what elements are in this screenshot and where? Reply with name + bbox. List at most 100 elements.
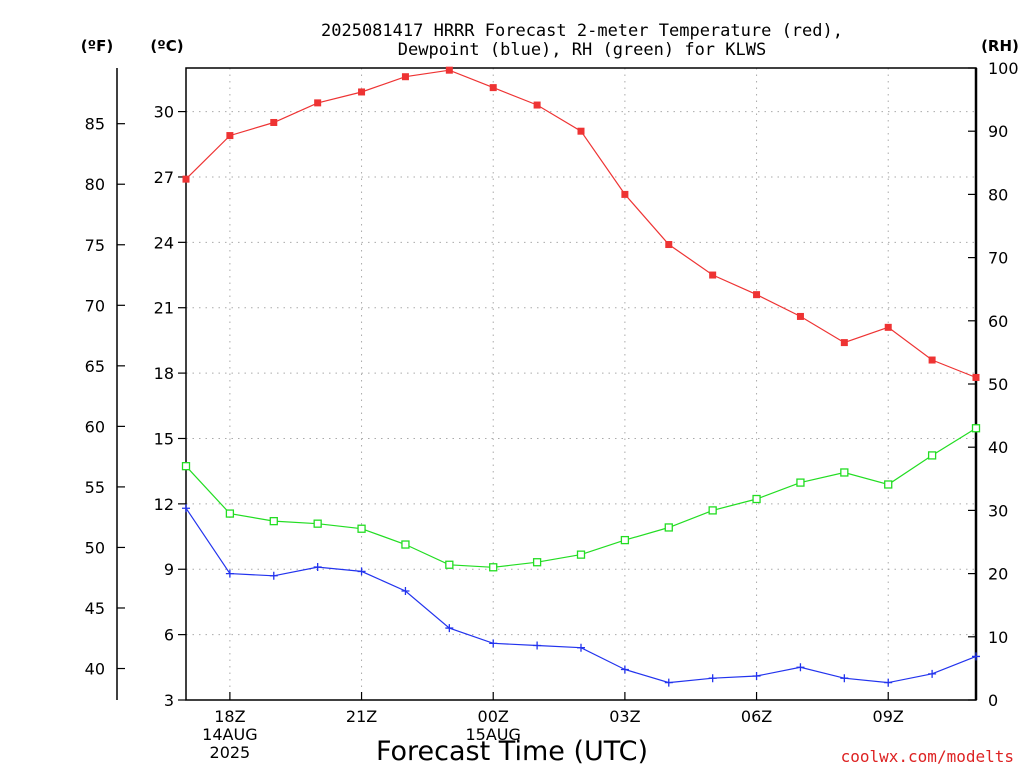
celsius-tick-label: 30 <box>154 103 174 122</box>
series-1-point <box>620 665 629 674</box>
series-0-point <box>884 323 892 331</box>
data-series <box>181 66 981 687</box>
fahrenheit-tick-label: 85 <box>85 115 105 134</box>
series-0-point <box>972 373 980 381</box>
fahrenheit-tick-label: 60 <box>85 417 105 436</box>
fahrenheit-tick-label: 70 <box>85 296 105 315</box>
x-tick-label: 18Z <box>214 707 245 726</box>
celsius-axis-label: (ºC) <box>150 37 183 55</box>
fahrenheit-tick-label: 65 <box>85 357 105 376</box>
series-0-point <box>928 356 936 364</box>
rh-tick-label: 20 <box>988 565 1008 584</box>
series-0-point <box>840 339 848 347</box>
series-2-point <box>313 519 322 528</box>
series-1-point <box>928 669 937 678</box>
x-tick-label: 14AUG <box>202 725 257 744</box>
celsius-tick-label: 6 <box>164 626 174 645</box>
fahrenheit-tick-label: 55 <box>85 478 105 497</box>
series-2-point <box>708 506 717 515</box>
series-2-point <box>971 424 981 433</box>
series-2-point <box>796 478 805 487</box>
series-1-point <box>752 672 761 681</box>
rh-tick-label: 80 <box>988 185 1008 204</box>
series-2-point <box>620 535 630 545</box>
series-2-point <box>489 563 498 572</box>
x-tick-label: 06Z <box>741 707 772 726</box>
rh-tick-label: 40 <box>988 438 1008 457</box>
series-1-point <box>533 641 542 650</box>
fahrenheit-tick-label: 50 <box>85 538 105 557</box>
fahrenheit-tick-label: 80 <box>85 175 105 194</box>
series-0-point <box>796 312 804 320</box>
series-2-point <box>884 480 893 489</box>
series-1-point <box>401 587 410 596</box>
series-1-point <box>313 563 322 572</box>
series-0-point <box>226 132 234 140</box>
series-1-point <box>884 678 893 687</box>
celsius-tick-label: 15 <box>154 429 174 448</box>
chart-title-line-2: Dewpoint (blue), RH (green) for KLWS <box>398 40 766 60</box>
celsius-tick-label: 18 <box>154 364 174 383</box>
rh-tick-label: 60 <box>988 312 1008 331</box>
series-1-point <box>664 678 673 687</box>
series-0-point <box>401 73 409 81</box>
axis-ticks: 3 6 9 12 15 18 21 24 27 30 40 45 50 55 60 65 70 75 80 85 0 10… <box>85 59 1019 762</box>
x-tick-label: 2025 <box>210 743 251 762</box>
series-0-point <box>665 241 673 249</box>
series-0-point <box>489 84 497 92</box>
fahrenheit-axis-label: (ºF) <box>81 37 113 55</box>
series-2-point <box>752 494 761 504</box>
rh-tick-label: 70 <box>988 249 1008 268</box>
rh-tick-label: 90 <box>988 122 1008 141</box>
series-0-point <box>270 118 278 126</box>
x-tick-label: 09Z <box>873 707 904 726</box>
series-0-point <box>753 291 761 299</box>
rh-tick-label: 0 <box>988 691 998 710</box>
series-1-point <box>269 571 278 580</box>
series-2-point <box>225 509 235 518</box>
x-tick-label: 15AUG <box>466 725 521 744</box>
celsius-tick-label: 12 <box>154 495 174 514</box>
series-2-point <box>576 550 586 559</box>
rh-tick-label: 10 <box>988 628 1008 647</box>
celsius-tick-label: 24 <box>154 233 174 252</box>
grid-lines <box>186 68 976 700</box>
celsius-tick-label: 3 <box>164 691 174 710</box>
series-1-point <box>445 624 454 633</box>
plot-frame <box>185 67 977 701</box>
series-2-point <box>269 516 278 526</box>
series-1-point <box>357 567 366 576</box>
fahrenheit-tick-label: 75 <box>85 236 105 255</box>
series-0-point <box>314 99 322 107</box>
series-2-point <box>664 523 673 532</box>
series-0-point <box>445 66 453 74</box>
series-1-line <box>185 507 977 684</box>
series-1-point <box>972 652 980 661</box>
series-1-point <box>708 674 717 683</box>
rh-tick-label: 30 <box>988 501 1008 520</box>
series-1-point <box>182 504 190 513</box>
series-2-point <box>532 558 542 567</box>
series-2-point <box>927 451 937 460</box>
watermark-text: coolwx.com/modelts <box>841 747 1014 766</box>
series-1-point <box>577 643 585 652</box>
series-0-point <box>358 88 366 96</box>
series-2-point <box>401 540 410 549</box>
rh-axis-label: (RH) <box>981 37 1019 55</box>
series-2-point <box>181 462 191 471</box>
x-axis-title: Forecast Time (UTC) <box>376 736 648 767</box>
rh-tick-label: 100 <box>988 59 1019 78</box>
series-1-point <box>796 663 805 672</box>
x-tick-label: 00Z <box>478 707 509 726</box>
series-0-line <box>185 69 977 379</box>
series-0-point <box>577 127 585 135</box>
series-1-point <box>489 639 498 648</box>
x-tick-label: 21Z <box>346 707 377 726</box>
series-2-point <box>445 560 454 569</box>
fahrenheit-tick-label: 40 <box>85 660 105 679</box>
series-0-point <box>621 190 629 198</box>
series-2-point <box>840 468 849 477</box>
series-0-point <box>533 101 541 109</box>
series-1-point <box>840 674 849 683</box>
